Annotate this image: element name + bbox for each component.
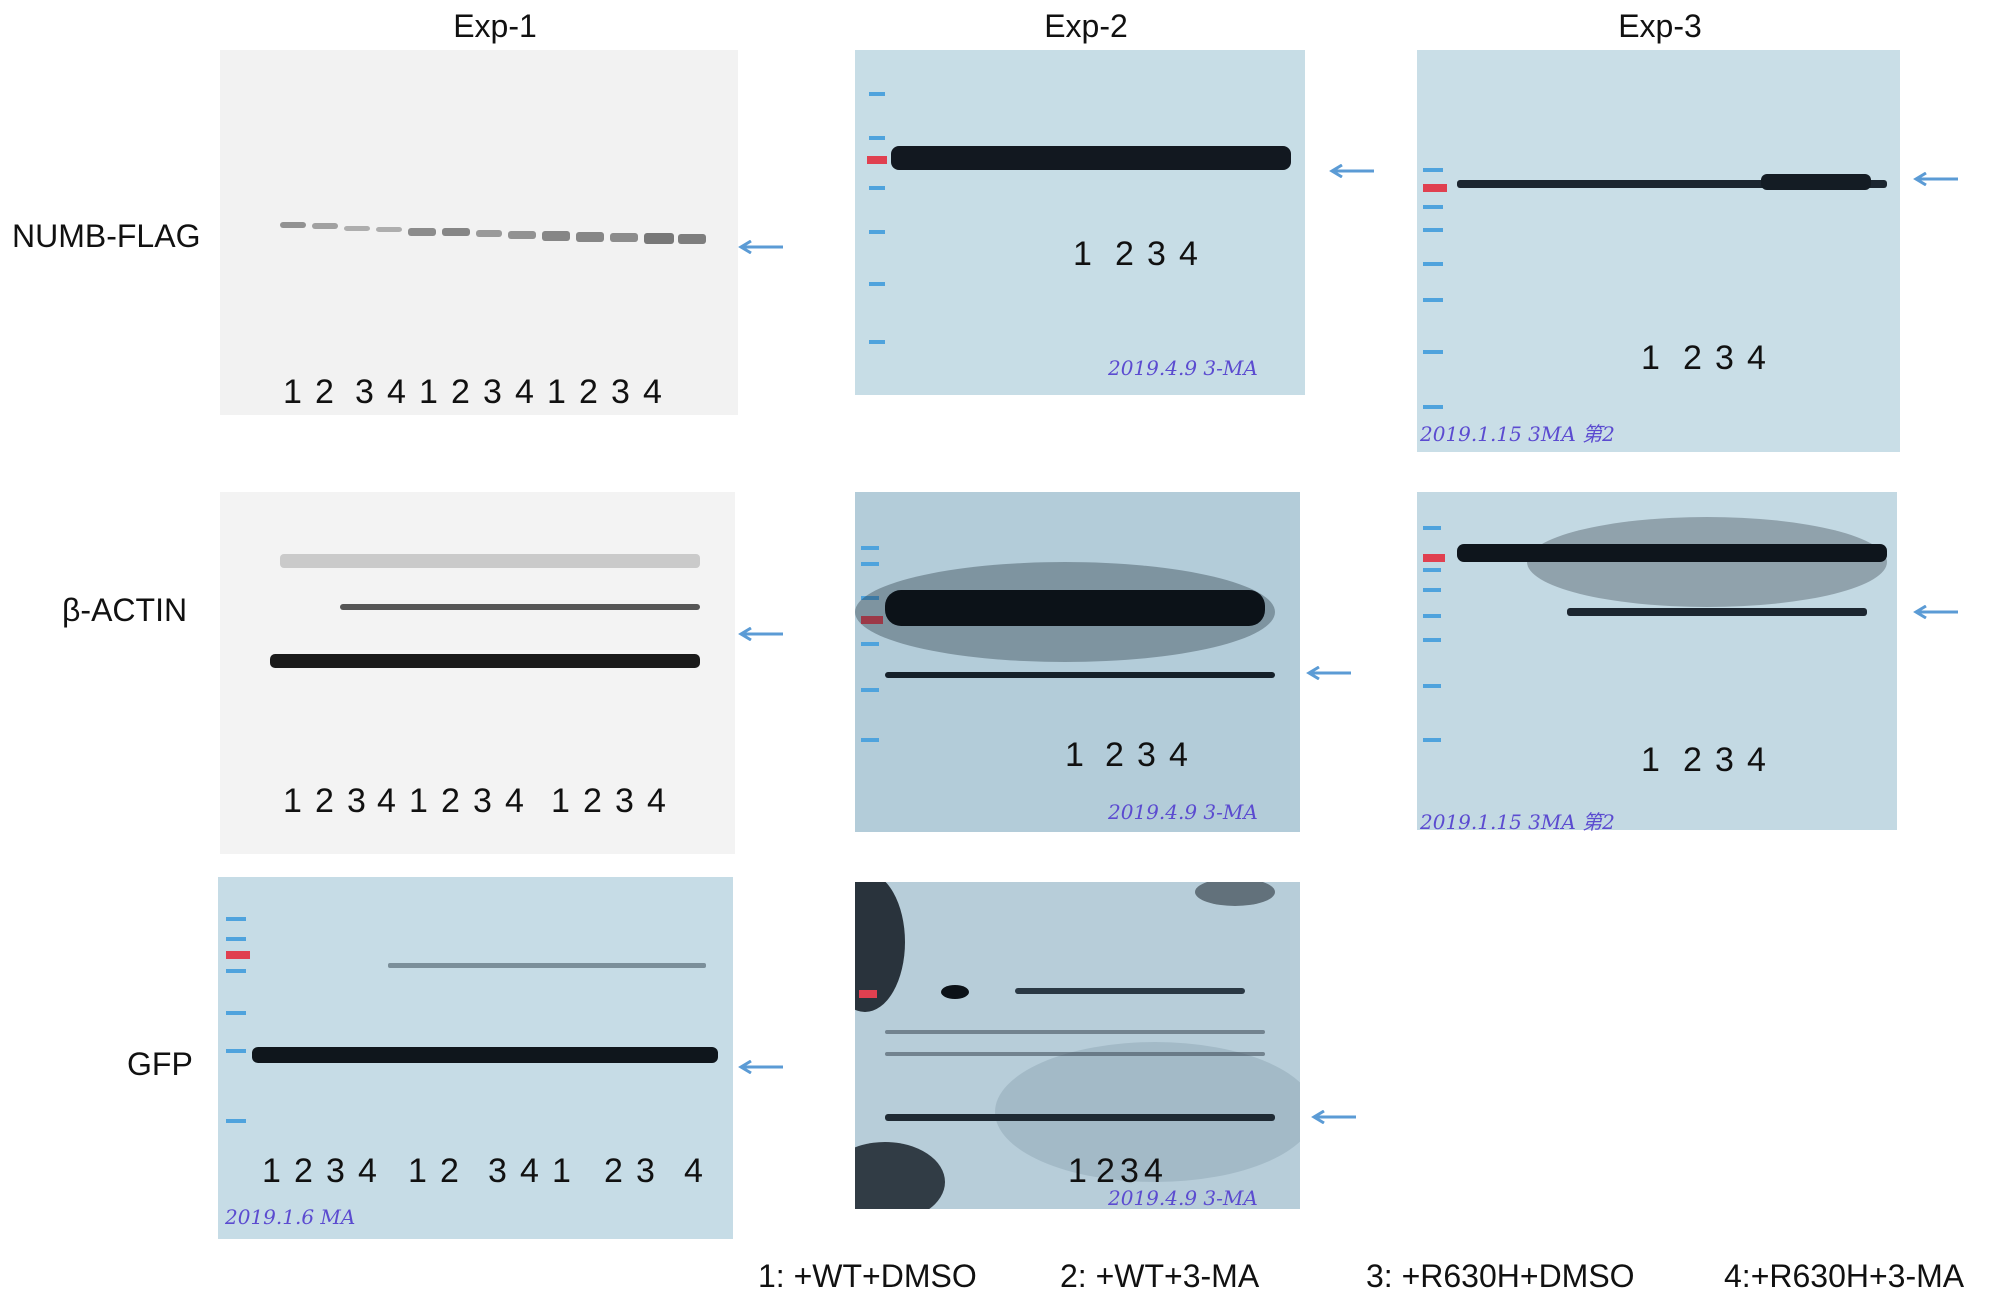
lane-label: 3 [326, 1152, 345, 1190]
blot-exp3-numb-flag [1417, 50, 1900, 452]
lane-label: 4 [358, 1152, 377, 1190]
legend-item-4: 4:+R630H+3-MA [1724, 1258, 1965, 1294]
lane-label: 3 [347, 782, 366, 820]
lane-label: 3 [1715, 741, 1734, 779]
lane-label: 2 [604, 1152, 623, 1190]
lane-label: 1 [283, 373, 302, 411]
legend-item-1: 1: +WT+DMSO [758, 1258, 977, 1294]
lane-label: 4 [1747, 741, 1766, 779]
lane-label: 3 [611, 373, 630, 411]
lane-label: 3 [483, 373, 502, 411]
lane-label: 3 [636, 1152, 655, 1190]
lane-label: 2 [441, 782, 460, 820]
lane-label: 2 [1105, 736, 1124, 774]
lane-label: 1 [419, 373, 438, 411]
lane-label: 1 [1641, 741, 1660, 779]
lane-label: 1 [1073, 235, 1092, 273]
blot-exp2-gfp [855, 882, 1300, 1209]
arrow-icon [1311, 1110, 1356, 1124]
lane-label: 2 [451, 373, 470, 411]
lane-label: 4 [643, 373, 662, 411]
lane-label: 2 [1096, 1152, 1115, 1190]
lane-label: 3 [615, 782, 634, 820]
lane-label: 4 [505, 782, 524, 820]
handwriting-exp1-gfp: 2019.1.6 MA [225, 1205, 356, 1229]
lane-label: 3 [355, 373, 374, 411]
lane-label: 1 [1065, 736, 1084, 774]
lane-label: 2 [579, 373, 598, 411]
lane-label: 2 [1683, 339, 1702, 377]
legend-item-2: 2: +WT+3-MA [1060, 1258, 1260, 1294]
lane-label: 2 [583, 782, 602, 820]
blot-exp3-beta-actin [1417, 492, 1897, 830]
column-title-exp2: Exp-2 [1044, 8, 1128, 44]
lane-label: 4 [515, 373, 534, 411]
blot-exp2-numb-flag [855, 50, 1305, 395]
handwriting-exp2-row1: 2019.4.9 3-MA [1108, 356, 1258, 380]
blot-exp1-beta-actin [220, 492, 735, 854]
arrow-icon [738, 1060, 783, 1074]
arrow-icon [738, 627, 783, 641]
lane-label: 4 [387, 373, 406, 411]
lane-label: 1 [408, 1152, 427, 1190]
lane-label: 4 [684, 1152, 703, 1190]
lane-label: 2 [440, 1152, 459, 1190]
lane-label: 3 [1147, 235, 1166, 273]
blot-exp1-gfp [218, 877, 733, 1239]
lane-label: 4 [1144, 1152, 1163, 1190]
lane-label: 4 [1179, 235, 1198, 273]
lane-label: 2 [1683, 741, 1702, 779]
lane-label: 1 [409, 782, 428, 820]
legend-item-3: 3: +R630H+DMSO [1366, 1258, 1635, 1294]
lane-label: 1 [262, 1152, 281, 1190]
lane-label: 1 [1641, 339, 1660, 377]
lane-label: 1 [1068, 1152, 1087, 1190]
lane-label: 3 [473, 782, 492, 820]
lane-label: 4 [1169, 736, 1188, 774]
handwriting-exp3-row2: 2019.1.15 3MA 第2 [1420, 810, 1615, 834]
row-label-numb-flag: NUMB-FLAG [12, 218, 201, 254]
blot-exp2-beta-actin [855, 492, 1300, 832]
lane-label: 1 [283, 782, 302, 820]
arrow-icon [738, 240, 783, 254]
lane-label: 3 [1715, 339, 1734, 377]
arrow-icon [1913, 172, 1958, 186]
arrow-icon [1329, 164, 1374, 178]
lane-label: 1 [547, 373, 566, 411]
row-label-beta-actin: β-ACTIN [62, 592, 188, 628]
arrow-icon [1306, 666, 1351, 680]
lane-label: 1 [552, 1152, 571, 1190]
lane-label: 2 [1115, 235, 1134, 273]
arrow-icon [1913, 605, 1958, 619]
column-title-exp3: Exp-3 [1618, 8, 1702, 44]
handwriting-exp3-row1: 2019.1.15 3MA 第2 [1420, 422, 1615, 446]
lane-label: 4 [1747, 339, 1766, 377]
blot-exp1-numb-flag [220, 50, 738, 415]
lane-label: 3 [488, 1152, 507, 1190]
handwriting-exp2-row3: 2019.4.9 3-MA [1108, 1186, 1258, 1210]
lane-label: 4 [377, 782, 396, 820]
lane-label: 2 [315, 782, 334, 820]
lane-label: 4 [647, 782, 666, 820]
column-title-exp1: Exp-1 [453, 8, 537, 44]
handwriting-exp2-row2: 2019.4.9 3-MA [1108, 800, 1258, 824]
lane-label: 2 [315, 373, 334, 411]
lane-label: 2 [294, 1152, 313, 1190]
row-label-gfp: GFP [127, 1046, 193, 1082]
lane-label: 3 [1120, 1152, 1139, 1190]
lane-label: 3 [1137, 736, 1156, 774]
lane-label: 1 [551, 782, 570, 820]
lane-label: 4 [520, 1152, 539, 1190]
